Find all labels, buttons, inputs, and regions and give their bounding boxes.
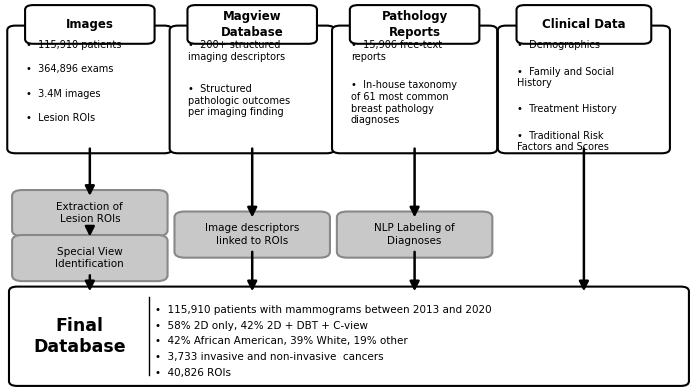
FancyBboxPatch shape xyxy=(174,212,330,258)
Text: NLP Labeling of
Diagnoses: NLP Labeling of Diagnoses xyxy=(375,223,455,246)
Text: •  115,910 patients with mammograms between 2013 and 2020: • 115,910 patients with mammograms betwe… xyxy=(155,305,492,315)
FancyBboxPatch shape xyxy=(350,5,480,44)
Text: •  In-house taxonomy
of 61 most common
breast pathology
diagnoses: • In-house taxonomy of 61 most common br… xyxy=(350,80,457,125)
FancyBboxPatch shape xyxy=(8,25,173,153)
Text: •  Treatment History: • Treatment History xyxy=(516,104,616,114)
Text: •  364,896 exams: • 364,896 exams xyxy=(26,64,113,74)
FancyBboxPatch shape xyxy=(170,25,334,153)
Text: •  42% African American, 39% White, 19% other: • 42% African American, 39% White, 19% o… xyxy=(155,336,408,346)
Text: Clinical Data: Clinical Data xyxy=(542,18,626,31)
FancyBboxPatch shape xyxy=(516,5,651,44)
Text: Special View
Identification: Special View Identification xyxy=(55,247,124,269)
Text: Pathology
Reports: Pathology Reports xyxy=(381,10,448,39)
FancyBboxPatch shape xyxy=(12,190,167,236)
Text: •  Lesion ROIs: • Lesion ROIs xyxy=(26,113,95,123)
Text: Images: Images xyxy=(66,18,114,31)
Text: •  58% 2D only, 42% 2D + DBT + C-view: • 58% 2D only, 42% 2D + DBT + C-view xyxy=(155,321,368,331)
Text: •  200+ structured
imaging descriptors: • 200+ structured imaging descriptors xyxy=(188,40,285,62)
FancyBboxPatch shape xyxy=(498,25,670,153)
Text: •  Traditional Risk
Factors and Scores: • Traditional Risk Factors and Scores xyxy=(516,131,608,152)
FancyBboxPatch shape xyxy=(332,25,498,153)
FancyBboxPatch shape xyxy=(187,5,317,44)
Text: •  40,826 ROIs: • 40,826 ROIs xyxy=(155,368,231,378)
FancyBboxPatch shape xyxy=(25,5,155,44)
Text: Image descriptors
linked to ROIs: Image descriptors linked to ROIs xyxy=(205,223,299,246)
Text: •  115,910 patients: • 115,910 patients xyxy=(26,40,122,50)
FancyBboxPatch shape xyxy=(337,212,492,258)
Text: •  Family and Social
History: • Family and Social History xyxy=(516,66,614,88)
Text: •  15,906 free-text
reports: • 15,906 free-text reports xyxy=(350,40,442,62)
Text: •  Demographics: • Demographics xyxy=(516,40,600,50)
Text: •  3,733 invasive and non-invasive  cancers: • 3,733 invasive and non-invasive cancer… xyxy=(155,352,384,362)
Text: Extraction of
Lesion ROIs: Extraction of Lesion ROIs xyxy=(57,202,123,224)
Text: •  3.4M images: • 3.4M images xyxy=(26,88,100,99)
FancyBboxPatch shape xyxy=(12,235,167,281)
Text: Final
Database: Final Database xyxy=(33,317,126,356)
Text: Magview
Database: Magview Database xyxy=(221,10,283,39)
FancyBboxPatch shape xyxy=(9,287,689,386)
Text: •  Structured
pathologic outcomes
per imaging finding: • Structured pathologic outcomes per ima… xyxy=(188,84,290,117)
